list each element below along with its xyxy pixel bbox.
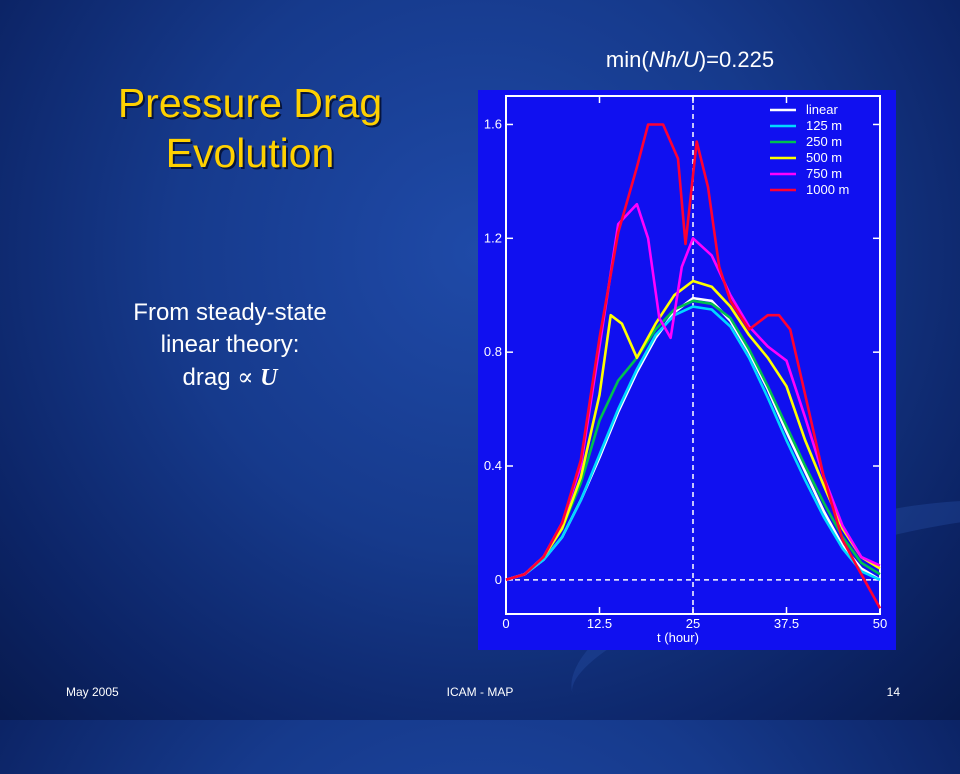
x-tick-label: 50	[873, 616, 887, 631]
x-axis-label: t (hour)	[657, 630, 699, 645]
x-tick-label: 12.5	[587, 616, 612, 631]
legend-label: 1000 m	[806, 182, 849, 197]
body-formula: drag ∝ U	[70, 361, 390, 394]
body-variable: U	[260, 365, 278, 391]
y-tick-label: 0.8	[484, 344, 502, 359]
caption-suffix: )=0.225	[698, 47, 775, 72]
body-line-2: linear theory:	[160, 331, 300, 358]
body-drag: drag	[182, 364, 231, 391]
legend-label: linear	[806, 102, 838, 117]
caption-prefix: min(	[605, 47, 649, 72]
title-line-1: Pressure Drag	[117, 80, 383, 126]
series-line-500-m	[505, 279, 881, 582]
y-tick-label: 1.2	[484, 230, 502, 245]
legend-label: 125 m	[806, 118, 842, 133]
x-tick-label: 0	[502, 616, 509, 631]
slide-body: From steady-state linear theory: drag ∝ …	[70, 297, 390, 394]
series-line-125-m	[505, 305, 881, 582]
caption-variable: Nh/U	[648, 47, 699, 72]
y-tick-label: 0	[495, 572, 502, 587]
footer-event: ICAM - MAP	[446, 685, 514, 699]
series-line-1000-m	[505, 123, 882, 609]
title-line-2: Evolution	[165, 130, 335, 176]
slide-title: Pressure Drag Evolution	[60, 78, 440, 178]
footer-date: May 2005	[66, 685, 119, 699]
slide-number: 14	[886, 685, 900, 699]
x-tick-label: 37.5	[774, 616, 799, 631]
legend-label: 750 m	[806, 166, 842, 181]
y-tick-label: 0.4	[484, 458, 502, 473]
x-tick-label: 25	[686, 616, 700, 631]
legend-label: 500 m	[806, 150, 842, 165]
legend-label: 250 m	[806, 134, 842, 149]
chart-caption: min(Nh/U)=0.225	[540, 42, 840, 78]
proportional-symbol: ∝	[237, 363, 254, 391]
y-tick-label: 1.6	[484, 116, 502, 131]
body-line-1: From steady-state	[133, 299, 327, 326]
